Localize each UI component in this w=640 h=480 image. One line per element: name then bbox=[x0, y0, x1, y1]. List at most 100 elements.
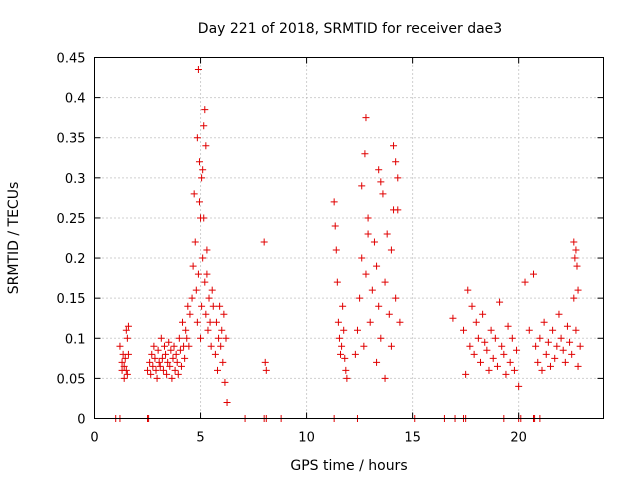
data-point bbox=[222, 334, 230, 342]
data-point bbox=[360, 342, 368, 350]
data-point bbox=[559, 346, 567, 354]
y-tick-label: 0 bbox=[77, 413, 85, 428]
data-point bbox=[199, 254, 207, 262]
x-axis-label: GPS time / hours bbox=[290, 458, 407, 474]
data-point bbox=[188, 294, 196, 302]
data-point bbox=[212, 318, 220, 326]
data-point bbox=[361, 150, 369, 158]
data-point bbox=[364, 230, 372, 238]
x-tick-label: 20 bbox=[510, 431, 527, 446]
data-point bbox=[192, 286, 200, 294]
data-point bbox=[394, 206, 402, 214]
data-point bbox=[464, 286, 472, 294]
chart-title: Day 221 of 2018, SRMTID for receiver dae… bbox=[198, 21, 502, 37]
data-point bbox=[338, 342, 346, 350]
data-point bbox=[474, 334, 482, 342]
data-point bbox=[481, 338, 489, 346]
data-point bbox=[331, 222, 339, 230]
data-point bbox=[200, 122, 208, 130]
data-point bbox=[381, 278, 389, 286]
data-point bbox=[167, 346, 175, 354]
data-point bbox=[479, 310, 487, 318]
data-point bbox=[183, 334, 191, 342]
data-point bbox=[570, 238, 578, 246]
data-point bbox=[468, 302, 476, 310]
data-point bbox=[339, 302, 347, 310]
data-point bbox=[147, 370, 155, 378]
data-point bbox=[201, 278, 209, 286]
data-point bbox=[574, 362, 582, 370]
data-point bbox=[184, 302, 192, 310]
data-point bbox=[489, 354, 497, 362]
data-point bbox=[462, 370, 470, 378]
data-point bbox=[149, 362, 157, 370]
data-point bbox=[368, 286, 376, 294]
data-point bbox=[220, 310, 228, 318]
data-point bbox=[570, 294, 578, 302]
data-point bbox=[542, 350, 550, 358]
data-point bbox=[182, 326, 190, 334]
data-point bbox=[216, 302, 224, 310]
data-point bbox=[385, 310, 393, 318]
data-point bbox=[209, 302, 217, 310]
data-point bbox=[366, 318, 374, 326]
data-point bbox=[544, 338, 552, 346]
data-point bbox=[563, 322, 571, 330]
data-point bbox=[373, 262, 381, 270]
data-point bbox=[561, 358, 569, 366]
data-point bbox=[202, 142, 210, 150]
data-point bbox=[163, 370, 171, 378]
data-point bbox=[199, 166, 207, 174]
data-point bbox=[203, 246, 211, 254]
plot-frame bbox=[94, 57, 604, 419]
data-point bbox=[219, 358, 227, 366]
data-point bbox=[218, 326, 226, 334]
data-point bbox=[171, 366, 179, 374]
data-point bbox=[343, 374, 351, 382]
y-tick-label: 0.35 bbox=[57, 132, 86, 147]
data-point bbox=[160, 342, 168, 350]
data-point bbox=[123, 370, 131, 378]
data-point bbox=[362, 114, 370, 122]
x-tick-label: 5 bbox=[196, 431, 204, 446]
data-point bbox=[195, 158, 203, 166]
data-point bbox=[353, 326, 361, 334]
data-point bbox=[571, 254, 579, 262]
data-point bbox=[146, 358, 154, 366]
data-point bbox=[173, 358, 181, 366]
data-point bbox=[201, 106, 209, 114]
data-point bbox=[379, 190, 387, 198]
data-point bbox=[538, 366, 546, 374]
data-point bbox=[194, 270, 202, 278]
data-point bbox=[174, 370, 182, 378]
data-point bbox=[195, 198, 203, 206]
data-point bbox=[540, 318, 548, 326]
data-point bbox=[120, 374, 128, 382]
y-tick-label: 0.1 bbox=[65, 332, 86, 347]
data-point bbox=[211, 350, 219, 358]
x-tick-label: 0 bbox=[90, 431, 98, 446]
data-point bbox=[483, 346, 491, 354]
data-point bbox=[175, 334, 183, 342]
data-point bbox=[122, 366, 130, 374]
data-point bbox=[504, 322, 512, 330]
data-point bbox=[156, 362, 164, 370]
data-point bbox=[506, 358, 514, 366]
data-point bbox=[334, 318, 342, 326]
data-point bbox=[170, 342, 178, 350]
data-point bbox=[204, 326, 212, 334]
data-point bbox=[190, 190, 198, 198]
y-tick-label: 0.05 bbox=[57, 372, 86, 387]
data-point bbox=[572, 326, 580, 334]
data-point bbox=[362, 270, 370, 278]
data-point bbox=[158, 354, 166, 362]
data-point bbox=[387, 246, 395, 254]
data-point bbox=[337, 350, 345, 358]
data-point bbox=[460, 326, 468, 334]
data-point bbox=[159, 366, 167, 374]
data-point bbox=[472, 318, 480, 326]
data-point bbox=[206, 318, 214, 326]
data-point bbox=[546, 362, 554, 370]
data-point bbox=[121, 354, 129, 362]
